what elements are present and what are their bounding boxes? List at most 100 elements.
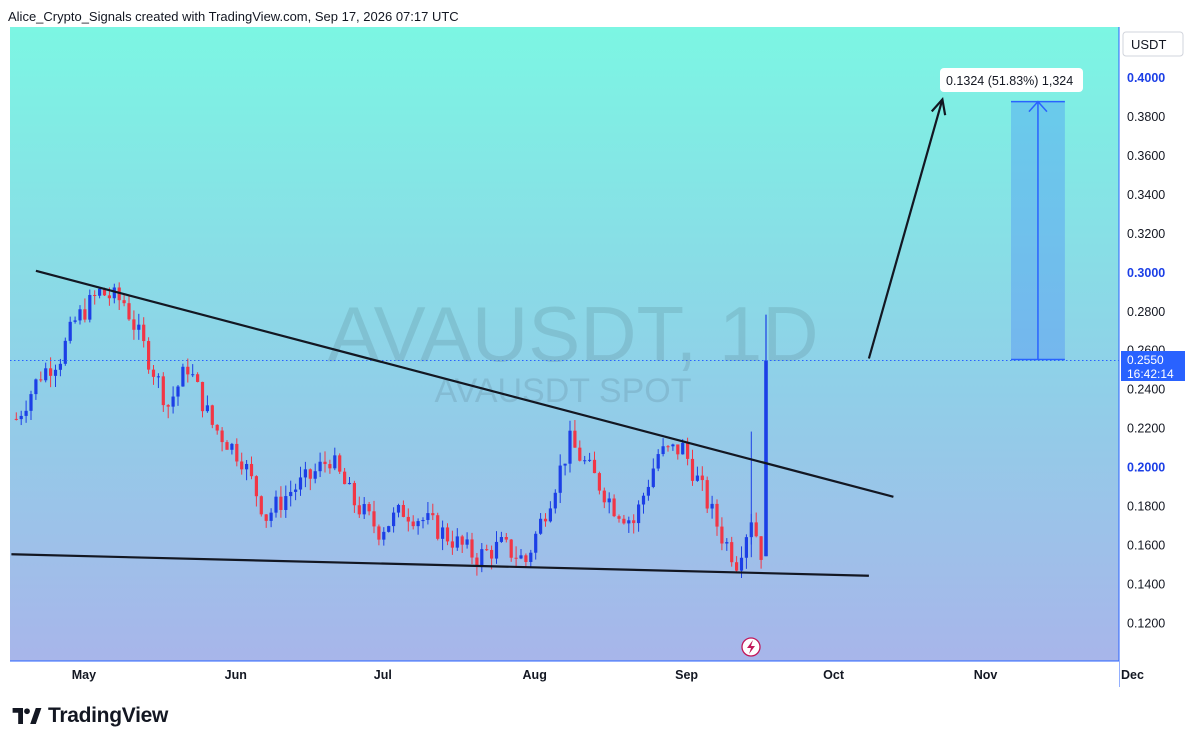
- candle-body: [372, 511, 376, 527]
- candle-body: [269, 512, 273, 521]
- candle-body: [191, 374, 195, 376]
- candle-body: [705, 480, 709, 509]
- time-tick-label: May: [72, 668, 96, 682]
- candle-body: [622, 518, 626, 524]
- candle-body: [313, 471, 317, 479]
- time-axis[interactable]: May Jun Jul Aug Sep Oct Nov Dec: [72, 668, 1144, 682]
- drawing-tools[interactable]: [10, 96, 1119, 577]
- candle-body: [529, 552, 533, 562]
- candle-body: [607, 498, 611, 503]
- candle-body: [132, 319, 136, 330]
- price-axis[interactable]: 0.1200 0.1400 0.1600 0.1800 0.2000 0.2200 0.24…: [1127, 71, 1165, 630]
- candlestick-series: [14, 282, 768, 578]
- candle-body: [137, 324, 141, 330]
- candle-body: [735, 562, 739, 571]
- candle-body: [480, 549, 484, 567]
- candle-body: [220, 430, 224, 443]
- candle-body: [294, 489, 298, 492]
- candle-body: [759, 536, 763, 560]
- time-tick-label: Jun: [225, 668, 247, 682]
- candle-body: [514, 557, 518, 559]
- candle-body: [637, 504, 641, 524]
- candle-body: [245, 463, 249, 470]
- candle-body: [225, 442, 229, 450]
- candle-body: [411, 521, 415, 527]
- candle-body: [249, 463, 254, 477]
- candle-body: [254, 476, 258, 497]
- candle-body: [107, 295, 111, 299]
- candle-body: [19, 415, 23, 420]
- support-trendline[interactable]: [11, 553, 869, 577]
- candle-body: [318, 461, 322, 472]
- time-tick-label: Sep: [675, 668, 698, 682]
- price-tick-label: 0.4000: [1127, 71, 1165, 85]
- price-tick-label: 0.2200: [1127, 422, 1165, 436]
- descending-resistance-trendline[interactable]: [35, 269, 894, 498]
- candle-body: [519, 555, 523, 559]
- candle-body: [681, 442, 685, 455]
- time-tick-label: Nov: [974, 668, 998, 682]
- tradingview-brand: TradingView: [48, 704, 169, 727]
- candle-body: [739, 557, 744, 571]
- candle-body: [431, 513, 435, 516]
- candle-body: [396, 504, 401, 513]
- candle-body: [588, 459, 592, 461]
- candle-body: [151, 369, 156, 377]
- price-tick-label: 0.1600: [1127, 539, 1165, 553]
- candle-body: [725, 542, 729, 544]
- candle-body: [627, 520, 631, 524]
- candle-body: [445, 527, 450, 542]
- candle-body: [485, 549, 489, 551]
- candle-body: [656, 454, 660, 469]
- candle-body: [490, 549, 494, 559]
- candle-body: [24, 410, 28, 416]
- candle-body: [436, 515, 440, 539]
- last-price-value: 0.2550: [1127, 353, 1164, 367]
- candle-body: [509, 539, 513, 558]
- candle-body: [421, 519, 425, 522]
- candle-body: [460, 536, 464, 545]
- candle-body: [323, 461, 327, 465]
- candle-body: [646, 486, 650, 496]
- candle-body: [573, 430, 577, 448]
- candle-body: [695, 475, 699, 481]
- price-tick-label: 0.1200: [1127, 616, 1165, 630]
- candle-body: [122, 300, 126, 304]
- last-price-badge: [1121, 351, 1185, 381]
- candle-body: [720, 526, 724, 544]
- candle-body: [534, 533, 538, 553]
- candle-body: [49, 368, 53, 376]
- lightning-icon[interactable]: [741, 637, 761, 657]
- time-tick-label: Jul: [374, 668, 392, 682]
- candle-body: [328, 464, 332, 469]
- candle-body: [78, 309, 82, 321]
- candle-body: [406, 516, 410, 522]
- tradingview-logo[interactable]: TradingView: [12, 704, 168, 728]
- currency-label-box[interactable]: [1122, 31, 1184, 57]
- candle-body: [382, 531, 386, 540]
- chart-container[interactable]: AVAUSDT, 1D AVAUSDT SPOT 0.1200 0.1400 0.1…: [10, 27, 1188, 687]
- candle-body: [284, 496, 288, 510]
- candle-body: [289, 491, 293, 497]
- candle-body: [171, 396, 175, 407]
- bar-countdown: 16:42:14: [1127, 367, 1174, 381]
- candle-body: [524, 555, 528, 562]
- candle-body: [499, 537, 503, 542]
- candle-body: [303, 469, 307, 478]
- candle-body: [39, 379, 43, 381]
- candle-body: [93, 294, 97, 296]
- candle-body: [147, 341, 151, 370]
- price-chart[interactable]: AVAUSDT, 1D AVAUSDT SPOT 0.12000.14000.1…: [10, 27, 1188, 687]
- projection-arrow[interactable]: [867, 99, 944, 359]
- price-tick-label: 0.3000: [1127, 266, 1165, 280]
- price-tick-label: 0.2400: [1127, 383, 1165, 397]
- candle-body: [470, 539, 474, 558]
- candle-body: [583, 460, 587, 462]
- candle-body: [475, 557, 479, 567]
- candle-body: [34, 379, 38, 395]
- symbol-watermark: AVAUSDT, 1D: [327, 290, 818, 378]
- candle-body: [205, 405, 209, 412]
- time-tick-label: Aug: [523, 668, 547, 682]
- candle-body: [29, 394, 33, 411]
- time-tick-label: Oct: [823, 668, 845, 682]
